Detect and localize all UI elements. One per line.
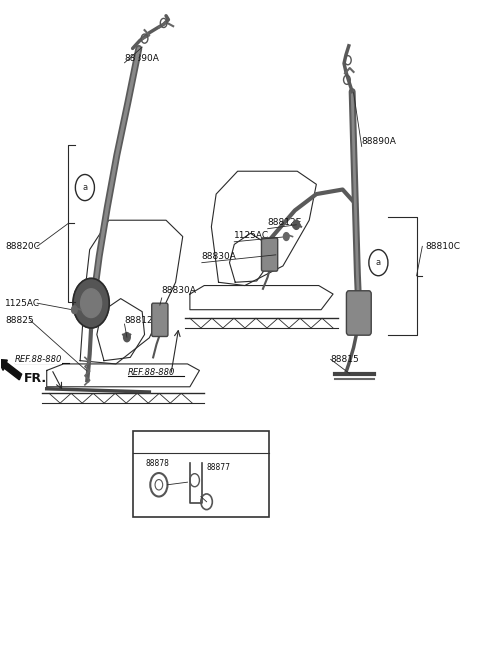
Text: 88830A: 88830A (162, 286, 197, 295)
Text: FR.: FR. (24, 373, 48, 386)
Text: 88878: 88878 (146, 459, 170, 468)
Text: a: a (83, 183, 87, 192)
Circle shape (72, 306, 77, 314)
FancyArrow shape (0, 359, 22, 380)
FancyBboxPatch shape (347, 291, 371, 335)
Circle shape (283, 233, 289, 241)
Text: a: a (140, 437, 144, 446)
Circle shape (293, 220, 300, 230)
Circle shape (123, 333, 130, 342)
Text: 88890A: 88890A (362, 137, 396, 146)
FancyBboxPatch shape (152, 303, 168, 337)
Text: REF.88-880: REF.88-880 (128, 368, 175, 377)
Text: 1125AC: 1125AC (5, 298, 40, 308)
Text: 88825: 88825 (5, 316, 34, 325)
FancyBboxPatch shape (262, 238, 278, 271)
Text: 88815: 88815 (331, 355, 360, 364)
Text: 88830A: 88830A (202, 252, 237, 260)
Text: a: a (376, 258, 381, 267)
Text: 88877: 88877 (206, 462, 230, 472)
Text: 88812E: 88812E (124, 316, 159, 325)
Text: 1125AC: 1125AC (234, 231, 269, 239)
Circle shape (73, 278, 109, 328)
Bar (132, 431, 269, 518)
Text: 88810C: 88810C (425, 242, 460, 251)
Text: 88812E: 88812E (268, 218, 302, 227)
Circle shape (81, 289, 102, 318)
Text: REF.88-880: REF.88-880 (15, 355, 62, 364)
Text: 88820C: 88820C (5, 242, 40, 251)
Text: 88890A: 88890A (124, 54, 159, 63)
